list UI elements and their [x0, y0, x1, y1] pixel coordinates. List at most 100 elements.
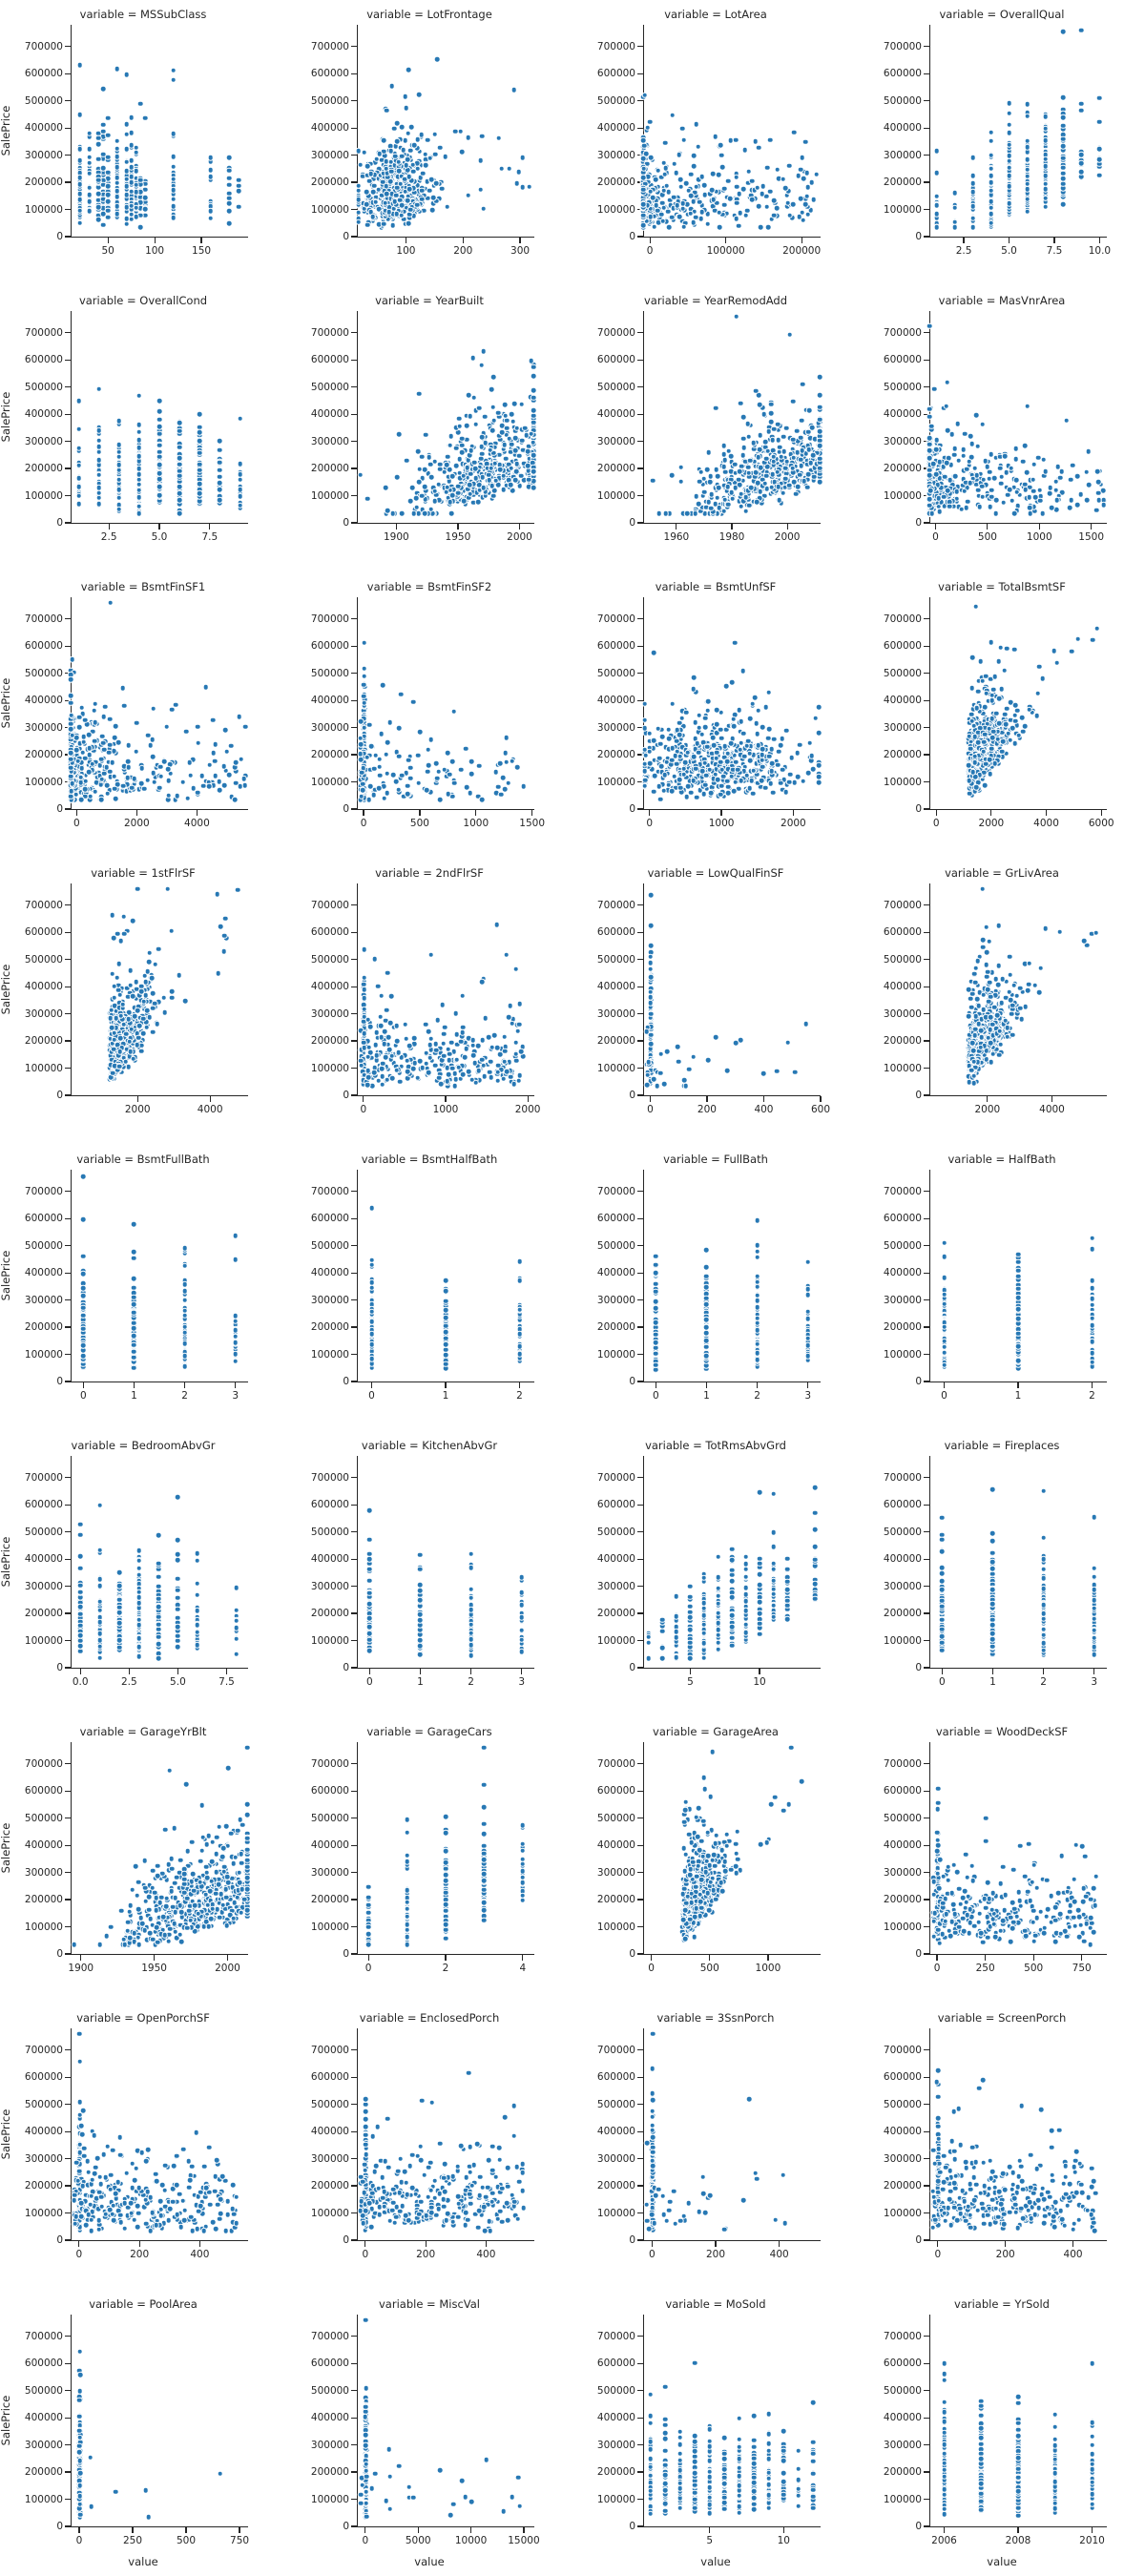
x-tick-label: 0 [647, 1104, 654, 1115]
y-tick-label: 0 [629, 2234, 635, 2246]
x-tick-label: 0 [653, 1390, 659, 1402]
scatter-points [929, 2028, 1107, 2240]
x-tick-label: 1000 [433, 1104, 459, 1115]
x-tick-label: 1000 [1027, 531, 1052, 543]
x-tick-label: 600 [811, 1104, 830, 1115]
y-tick-label: 700000 [311, 900, 349, 911]
y-tick-label: 700000 [25, 900, 63, 911]
facet-bsmtunfsf: variable = BsmtUnfSF 0 100000 200000 300000 4… [572, 572, 859, 859]
x-tick-label: 0 [649, 2249, 656, 2260]
x-tick-label: 1960 [664, 531, 690, 543]
y-tick-label: 700000 [311, 613, 349, 625]
y-tick-label: 700000 [884, 1186, 922, 1197]
y-tick-label: 200000 [25, 177, 63, 188]
y-tick-label: 0 [629, 1662, 635, 1673]
facet-masvnrarea: variable = MasVnrArea 0 100000 200000 300000… [859, 286, 1145, 572]
y-tick-label: 0 [629, 1948, 635, 1960]
y-tick-label: 600000 [311, 1499, 349, 1510]
y-tick-label: 400000 [597, 2412, 635, 2423]
x-tick [210, 1096, 211, 1102]
y-tick-label: 700000 [884, 1758, 922, 1770]
y-tick-label: 500000 [25, 1813, 63, 1824]
y-tick-label: 700000 [25, 1186, 63, 1197]
x-tick [990, 810, 991, 816]
y-tick-label: 500000 [25, 1527, 63, 1538]
y-tick-label: 300000 [597, 722, 635, 734]
x-tick [1017, 2527, 1018, 2533]
x-tick [364, 2241, 365, 2247]
x-tick [177, 1669, 178, 1674]
x-tick [709, 2527, 710, 2533]
y-tick-label: 500000 [311, 382, 349, 393]
y-tick-label: 100000 [597, 1063, 635, 1074]
y-tick-label: 300000 [25, 1008, 63, 1020]
y-tick-label: 300000 [25, 2153, 63, 2165]
y-tick-label: 400000 [884, 1553, 922, 1565]
facet-bsmtfullbath: variable = BsmtFullBath 0 100000 200000 3000… [0, 1145, 286, 1431]
y-tick-label: 0 [343, 231, 349, 242]
x-tick [486, 2241, 487, 2247]
y-tick-label: 400000 [884, 1839, 922, 1851]
y-tick-label: 100000 [884, 1635, 922, 1647]
y-tick-label: 600000 [884, 68, 922, 79]
scatter-points [71, 25, 248, 237]
x-tick [519, 1382, 520, 1388]
y-tick-label: 500000 [25, 2385, 63, 2397]
y-tick-label: 500000 [25, 382, 63, 393]
x-tick [155, 238, 156, 243]
x-tick-label: 0 [939, 1676, 946, 1688]
y-tick-label: 100000 [25, 1922, 63, 1933]
y-axis-label: SalePrice [0, 1823, 12, 1874]
x-tick-label: 200 [130, 2249, 149, 2260]
y-tick-label: 700000 [597, 1186, 635, 1197]
facet-garagearea: variable = GarageArea 0 100000 200000 300000… [572, 1717, 859, 2004]
y-tick-label: 400000 [25, 695, 63, 706]
y-tick-label: 100000 [884, 1349, 922, 1361]
x-tick [944, 1382, 945, 1388]
x-tick [158, 524, 159, 530]
x-tick-label: 1950 [446, 531, 471, 543]
y-tick-label: 600000 [597, 926, 635, 938]
y-tick-label: 0 [343, 1948, 349, 1960]
x-tick [936, 810, 937, 816]
x-tick [129, 1669, 130, 1674]
y-tick-label: 400000 [25, 408, 63, 420]
y-tick-label: 300000 [25, 722, 63, 734]
y-tick-label: 0 [915, 1662, 922, 1673]
y-tick-label: 200000 [884, 1035, 922, 1047]
y-tick-label: 600000 [311, 1213, 349, 1224]
scatter-points [643, 1170, 821, 1381]
y-tick-label: 300000 [597, 1867, 635, 1879]
x-tick [987, 524, 988, 530]
facet-mosold: variable = MoSold 0 100000 200000 300000 4000… [572, 2290, 859, 2576]
x-tick [445, 1096, 446, 1102]
facet-title: variable = 2ndFlrSF [286, 866, 572, 880]
x-tick [80, 1955, 81, 1961]
x-tick-label: 0 [76, 2535, 83, 2546]
x-tick [80, 1669, 81, 1674]
y-tick-label: 100000 [884, 1922, 922, 1933]
y-tick-label: 300000 [311, 722, 349, 734]
y-tick-label: 500000 [597, 2385, 635, 2397]
scatter-points [71, 1456, 248, 1668]
x-tick-label: 0 [361, 818, 367, 829]
y-tick-label: 100000 [25, 1635, 63, 1647]
x-tick-label: 0 [368, 1390, 375, 1402]
y-tick-label: 400000 [311, 1839, 349, 1851]
x-tick-label: 2000 [979, 818, 1005, 829]
x-tick-label: 2 [468, 1676, 474, 1688]
x-tick [364, 2527, 365, 2533]
y-tick-label: 500000 [311, 95, 349, 107]
y-tick-label: 0 [915, 803, 922, 815]
y-tick-label: 0 [629, 517, 635, 529]
y-tick-label: 0 [343, 1376, 349, 1387]
y-tick-label: 600000 [311, 1785, 349, 1797]
x-tick-label: 10000 [455, 2535, 487, 2546]
y-tick-label: 500000 [311, 1813, 349, 1824]
y-tick-label: 400000 [25, 2412, 63, 2423]
x-tick-label: 3 [804, 1390, 811, 1402]
x-tick [985, 1955, 986, 1961]
y-tick-label: 500000 [884, 2099, 922, 2110]
y-tick-label: 700000 [311, 41, 349, 52]
facet-title: variable = OverallCond [0, 294, 286, 307]
